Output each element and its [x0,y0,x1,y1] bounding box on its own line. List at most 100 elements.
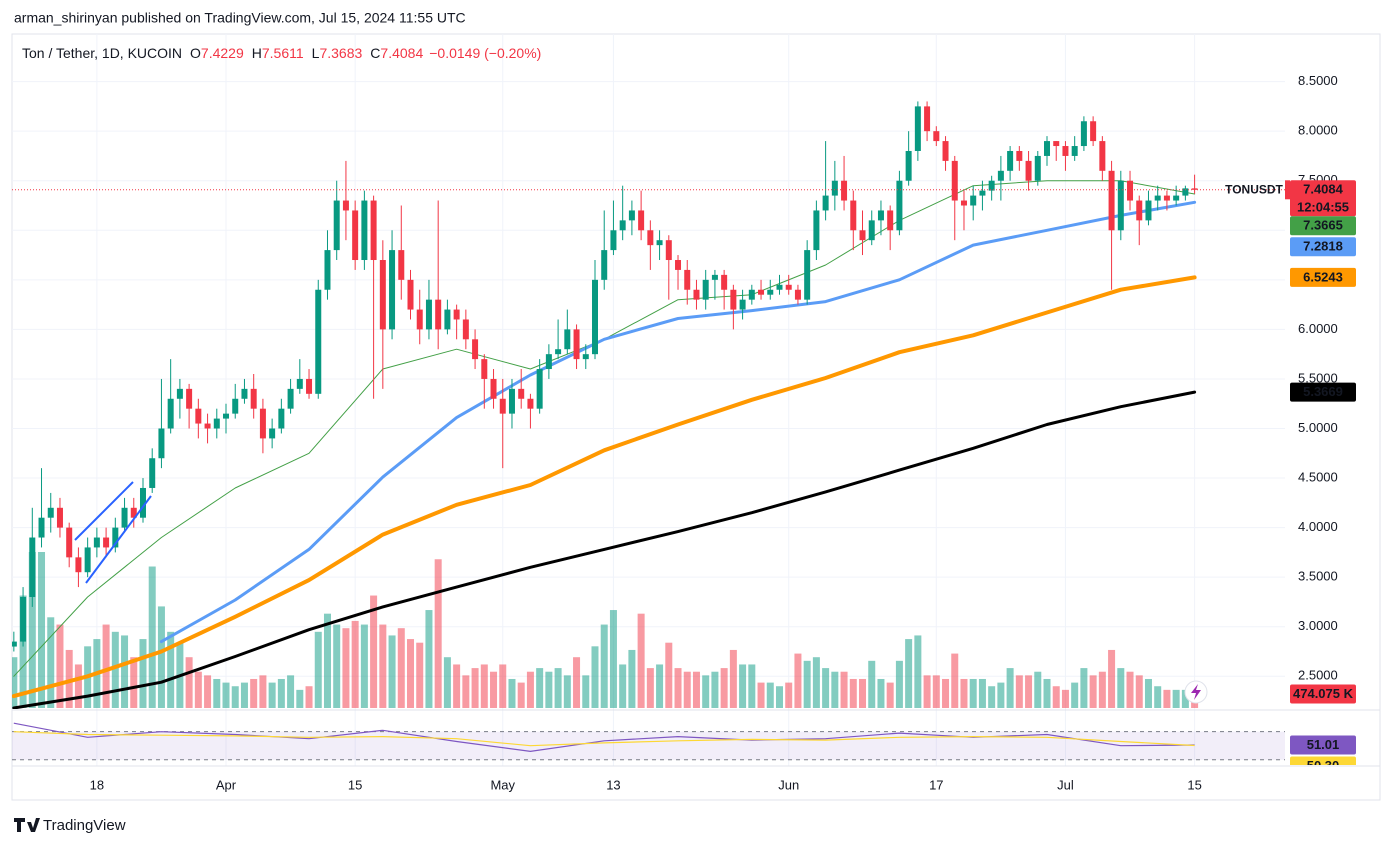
volume-bar [1154,686,1162,708]
candle-body [435,299,442,330]
volume-bar [38,552,46,708]
candle-body [564,329,571,350]
candle-body [776,284,783,290]
trend-channel [74,481,152,584]
candle-body [822,195,829,211]
candle-body [223,413,230,419]
candle-body [665,240,672,261]
candle-body [905,150,912,181]
candle-body [610,230,617,251]
candle-body [186,388,193,409]
candle-body [804,250,811,300]
y-tick-label: 3.0000 [1298,618,1338,633]
volume-bar [960,678,968,708]
candle-body [1080,121,1087,147]
candle-body [204,423,211,429]
volume-bar [56,624,64,708]
volume-bar [637,613,645,708]
candle-body [988,180,995,191]
volume-bar [240,682,248,708]
candle-body [38,517,45,538]
volume-bar [231,686,239,708]
candle-body [379,260,386,330]
high-value: 7.5611 [262,45,304,61]
candle-body [333,200,340,251]
legend-line: Ton / Tether, 1D, KUCOIN O7.4229 H7.5611 L7… [22,45,541,61]
volume-bar [148,566,156,708]
price-label-text: 50.30 [1307,758,1340,773]
candle-body [1044,141,1051,156]
volume-bar [1006,668,1014,708]
candle-body [711,274,718,280]
volume-bar [314,631,322,708]
open-value: 7.4229 [201,45,244,61]
candle-body [924,106,931,132]
candle-body [545,354,552,370]
candle-body [453,309,460,320]
volume-bar [370,595,378,708]
volume-bar [942,678,950,708]
candle-body [425,299,432,330]
volume-bar [545,671,553,708]
candle-body [1136,200,1143,221]
volume-bar [905,639,913,708]
volume-bar [628,649,636,708]
volume-bar [416,642,424,708]
volume-bar [775,686,783,708]
candle-body [1117,180,1124,231]
volume-bar [877,678,885,708]
candle-body [887,210,894,231]
candle-body [794,289,801,300]
channel-line [85,495,152,584]
volume-bar [729,649,737,708]
candle-body [970,195,977,206]
candle-body [573,329,580,360]
candle-body [527,398,534,409]
lightning-icon[interactable] [1184,680,1208,704]
volume-bar [766,682,774,708]
volume-bar [822,668,830,708]
ohlc-letter: O [190,45,201,61]
icon-bolt[interactable] [1191,684,1201,700]
candle-body [591,279,598,355]
candle-body [831,180,838,196]
candle-body [702,279,709,300]
candle-body [398,250,405,280]
volume-bar [1052,686,1060,708]
volume-bar [923,675,931,708]
candle-body [481,359,488,379]
candle-body [56,507,63,528]
candle-body [361,200,368,261]
candle-body [158,428,165,459]
volume-bar [748,664,756,708]
volume-bar [360,624,368,708]
x-tick-label: Jun [778,777,799,792]
candle-body [675,260,682,270]
volume-bar [342,628,350,708]
candle-body [103,537,110,548]
channel-line [74,481,134,541]
volume-bar [139,639,147,708]
candle-body [1182,188,1189,196]
volume-bar [111,631,119,708]
candle-body [951,160,958,201]
candle-body [121,507,128,528]
candle-body [721,274,728,290]
moving-average [159,200,1197,644]
y-tick-label: 8.0000 [1298,123,1338,138]
volume-bar [554,668,562,708]
candle-body [462,319,469,340]
candle-body [278,408,285,429]
change-value: −0.0149 (−0.20%) [429,45,541,61]
volume-bar [407,639,415,708]
volume-bar [573,657,581,708]
candle-body [195,408,202,424]
candles [12,101,1285,652]
volume-bar [453,664,461,708]
ohlc-letter: C [370,45,380,61]
candle-body [112,527,119,548]
volume-bar [951,653,959,708]
volume-bar [351,620,359,708]
volume-bar [397,628,405,708]
